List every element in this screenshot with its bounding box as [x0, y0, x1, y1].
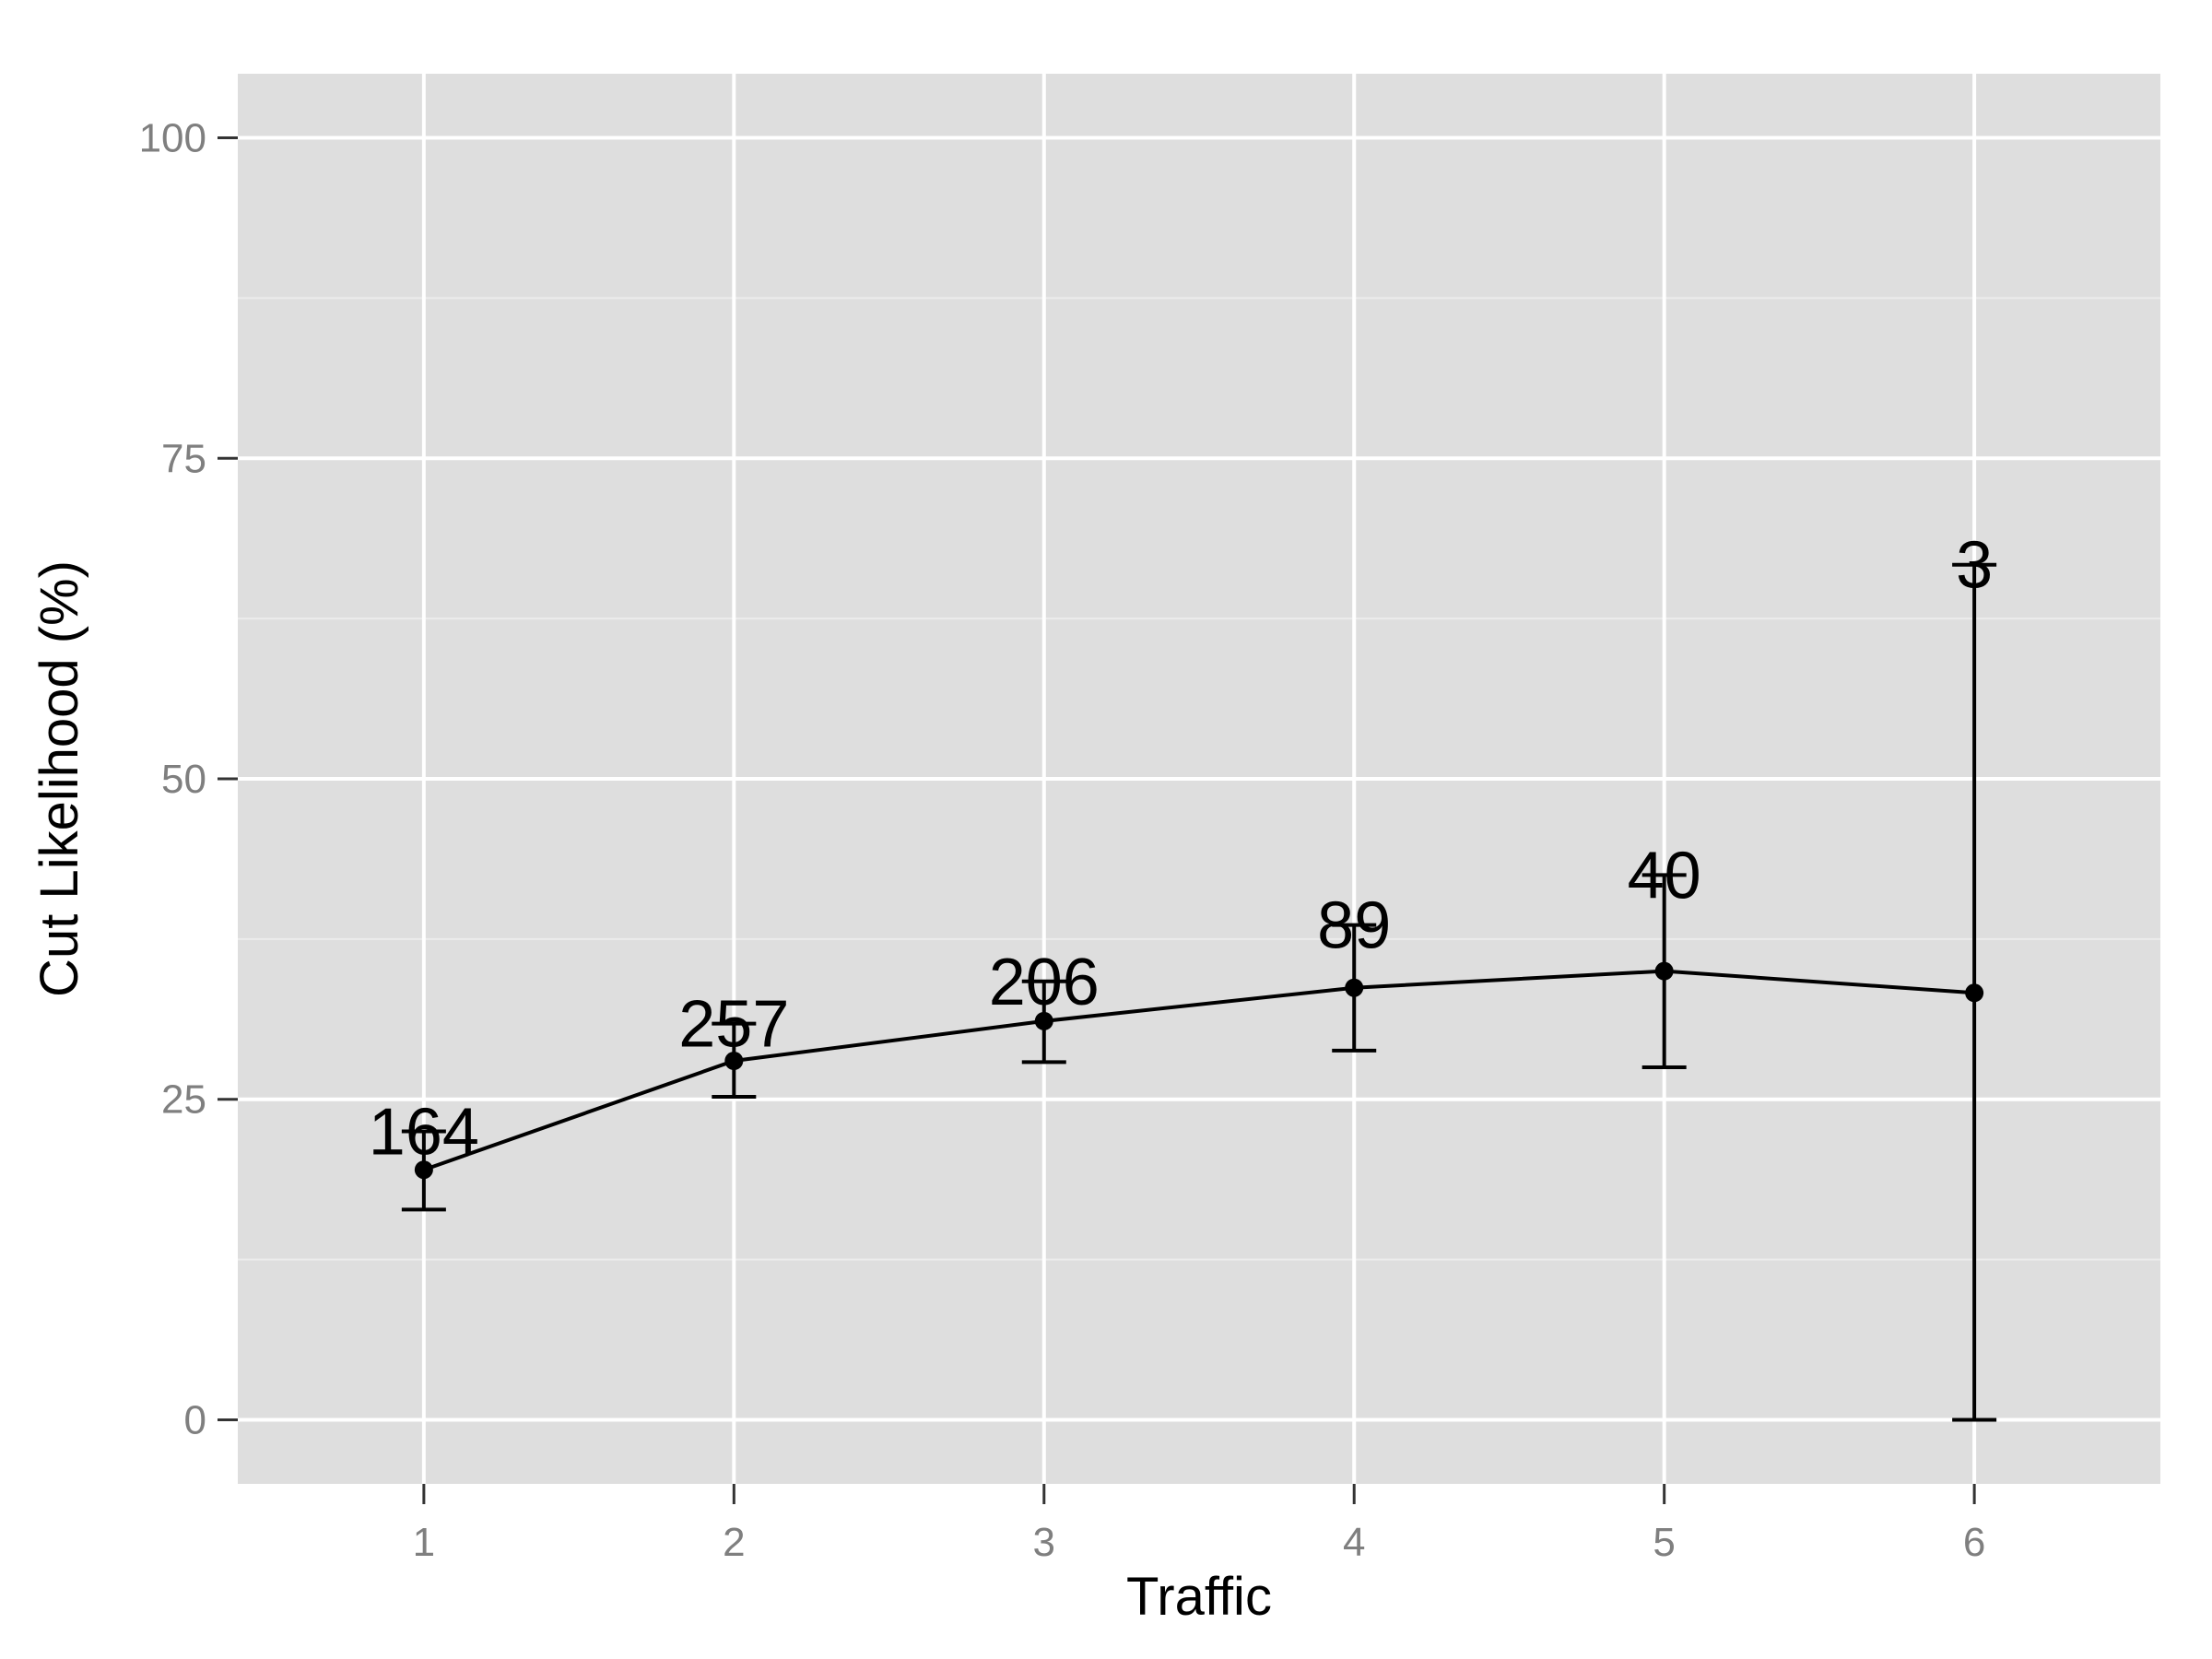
y-tick-label: 25 — [161, 1077, 206, 1123]
data-label: 164 — [369, 1096, 479, 1170]
data-point — [1654, 961, 1674, 981]
x-tick-label: 2 — [723, 1520, 745, 1565]
x-tick-label: 4 — [1343, 1520, 1365, 1565]
data-labels: 164 257 206 89 40 3 — [369, 529, 1993, 1170]
data-point — [1965, 983, 1984, 1003]
data-point — [1034, 1011, 1053, 1030]
data-label: 206 — [989, 946, 1100, 1019]
x-tick-label: 3 — [1033, 1520, 1055, 1565]
data-label: 40 — [1628, 839, 1701, 912]
y-tick-label: 50 — [161, 757, 206, 802]
axis-ticks — [218, 136, 1976, 1504]
data-point — [724, 1052, 744, 1070]
series-line — [423, 969, 1975, 1172]
y-tick-labels: 0 25 50 75 100 — [139, 116, 206, 1443]
x-tick-label: 1 — [413, 1520, 435, 1565]
data-label: 257 — [678, 988, 789, 1062]
data-point — [1345, 978, 1364, 997]
x-tick-labels: 1 2 3 4 5 6 — [413, 1520, 1986, 1565]
grid-minor — [238, 297, 2160, 1261]
data-label: 89 — [1317, 889, 1391, 963]
data-point — [414, 1160, 433, 1180]
y-tick-label: 100 — [139, 116, 206, 161]
y-tick-label: 75 — [161, 436, 206, 481]
y-axis-title: Cut Likelihood (%) — [29, 560, 89, 997]
data-points — [414, 961, 1984, 1180]
y-tick-label: 0 — [184, 1397, 206, 1442]
x-tick-label: 6 — [1963, 1520, 1985, 1565]
x-axis-title: Traffic — [1126, 1567, 1272, 1627]
data-label: 3 — [1956, 529, 1993, 603]
x-tick-label: 5 — [1653, 1520, 1675, 1565]
